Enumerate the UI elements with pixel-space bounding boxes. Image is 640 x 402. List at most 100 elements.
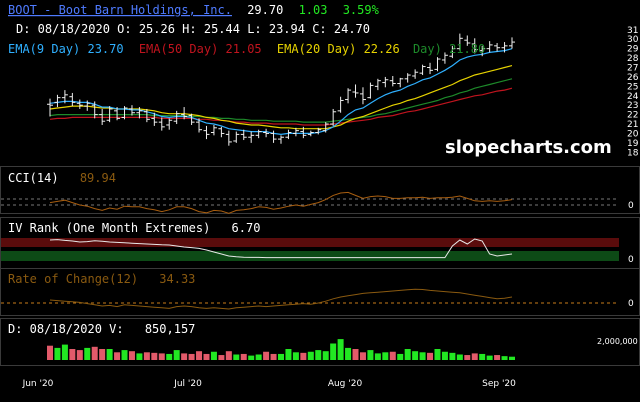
volume-bar	[99, 349, 106, 360]
price-bar	[263, 128, 270, 138]
volume-bar	[486, 355, 493, 360]
price-bar	[330, 108, 337, 126]
ema50-legend: EMA(50 Day) 21.05	[139, 42, 262, 56]
price-bar	[292, 127, 299, 137]
price-bar	[203, 125, 210, 140]
volume-bar	[471, 353, 478, 360]
price-bar	[456, 33, 463, 51]
time-tick-label: Jul '20	[173, 379, 202, 389]
volume-bar	[322, 351, 329, 360]
iv-label: IV Rank (One Month Extremes)	[8, 221, 210, 235]
volume-bar	[434, 349, 441, 360]
price-bar	[218, 126, 225, 138]
roc-value: 34.33	[159, 272, 195, 286]
price-tick-label: 30	[627, 35, 639, 45]
ema-100-line	[49, 78, 513, 123]
vol-label-line: D: 08/18/2020 V: 850,157	[8, 322, 195, 336]
volume-bar	[449, 352, 456, 360]
volume-bar	[143, 352, 150, 360]
volume-bar	[404, 349, 411, 360]
price-bar	[449, 45, 456, 59]
price-tick-label: 22	[627, 111, 638, 121]
volume-bar	[412, 351, 419, 360]
iv-label-line: IV Rank (One Month Extremes) 6.70	[8, 221, 260, 235]
time-tick-label: Sep '20	[482, 379, 516, 389]
last-price: 29.70	[247, 3, 283, 17]
price-bar	[99, 108, 106, 125]
volume-bar	[278, 353, 284, 360]
price-bar	[494, 43, 501, 52]
price-bar	[210, 124, 217, 136]
ticker-title: BOOT - Boot Barn Holdings, Inc.	[8, 3, 232, 17]
volume-bar	[188, 353, 195, 360]
price-bar	[315, 127, 322, 135]
vol-value: 850,157	[145, 322, 196, 336]
volume-bar	[91, 346, 98, 360]
volume-bar	[397, 353, 404, 360]
volume-bar	[203, 353, 210, 360]
price-change: 1.03	[299, 3, 328, 17]
volume-bar	[166, 353, 173, 360]
volume-bar	[270, 353, 277, 360]
time-axis: Jun '20 Jul '20 Aug '20 Sep '20	[22, 379, 517, 389]
price-bar	[509, 37, 515, 49]
roc-label-line: Rate of Change(12) 34.33	[8, 272, 195, 286]
volume-bar	[456, 354, 463, 360]
price-change-pct: 3.59%	[343, 3, 380, 17]
price-bar	[345, 88, 352, 104]
price-bar	[128, 105, 135, 116]
price-bar	[84, 100, 91, 111]
price-bar	[255, 129, 262, 139]
price-bar	[106, 106, 113, 123]
ema100-legend: Day) 21.80	[413, 42, 485, 56]
price-bar	[151, 112, 158, 126]
volume-bar	[158, 353, 165, 360]
price-bar	[285, 129, 292, 140]
price-tick-label: 23	[627, 101, 638, 111]
volume-bar	[337, 339, 344, 360]
price-tick-label: 28	[627, 54, 639, 64]
volume-bar	[218, 355, 225, 360]
volume-bar	[114, 352, 121, 360]
volume-bar	[352, 349, 359, 360]
volume-bar	[315, 350, 322, 360]
price-bar	[486, 41, 493, 53]
cci-label-line: CCI(14) 89.94	[8, 171, 116, 185]
price-bar	[352, 84, 359, 98]
price-bar	[248, 131, 255, 143]
iv-value: 6.70	[232, 221, 261, 235]
ema-9-line	[49, 48, 513, 136]
volume-bar	[263, 351, 270, 360]
price-bar	[359, 87, 366, 105]
roc-label: Rate of Change(12)	[8, 272, 138, 286]
price-bar	[427, 62, 434, 75]
price-bar	[374, 78, 381, 91]
volume-bar	[106, 349, 113, 360]
volume-bar	[233, 354, 240, 360]
price-bar	[337, 96, 344, 113]
volume-bar	[225, 351, 232, 360]
volume-bar	[389, 351, 396, 360]
volume-bar	[196, 351, 203, 360]
iv-axis-zero: 0	[628, 255, 634, 265]
price-bar	[389, 75, 396, 87]
volume-bar	[464, 355, 471, 360]
volume-bar	[128, 351, 135, 360]
iv-red-zone	[1, 238, 619, 247]
volume-bar	[501, 356, 508, 360]
header-line: BOOT - Boot Barn Holdings, Inc. 29.70 1.…	[8, 3, 380, 17]
price-bar	[114, 107, 121, 121]
ema-50-line	[49, 87, 513, 126]
volume-bar	[69, 349, 76, 360]
price-bar	[136, 107, 143, 119]
price-bar	[47, 98, 53, 117]
price-bar	[233, 131, 240, 143]
vol-axis-max: 2,000,000	[597, 337, 638, 346]
cci-axis-zero: 0	[628, 201, 634, 211]
time-tick-label: Jun '20	[22, 379, 54, 389]
price-bar	[181, 107, 188, 120]
price-bar	[225, 130, 232, 146]
volume-bar	[255, 354, 262, 360]
